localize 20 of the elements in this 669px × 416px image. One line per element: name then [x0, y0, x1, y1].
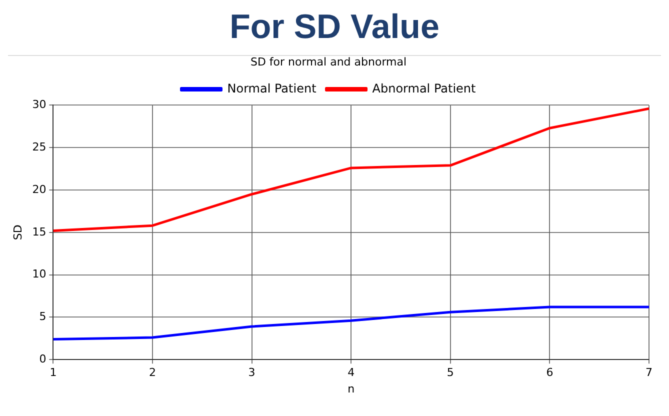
chart-subtitle: SD for normal and abnormal — [250, 55, 407, 68]
legend-label: Normal Patient — [227, 81, 317, 96]
y-tick-label: 10 — [32, 268, 46, 281]
x-axis-title: n — [348, 382, 355, 396]
x-tick-label: 6 — [546, 366, 554, 380]
y-axis-title: SD — [11, 224, 24, 240]
y-tick-label: 20 — [32, 182, 46, 196]
y-tick-label: 5 — [39, 310, 46, 324]
x-tick-label: 5 — [446, 366, 454, 380]
chart-title: For SD Value — [8, 8, 661, 56]
legend-label: Abnormal Patient — [372, 81, 476, 96]
x-tick-label: 7 — [646, 366, 652, 380]
x-tick-label: 3 — [248, 366, 256, 380]
y-tick-label: 15 — [32, 225, 46, 238]
y-tick-label: 30 — [32, 98, 46, 112]
y-tick-label: 25 — [32, 140, 46, 154]
x-tick-label: 4 — [348, 366, 355, 380]
x-tick-label: 1 — [50, 366, 57, 380]
y-tick-label: 0 — [39, 352, 46, 366]
x-tick-label: 2 — [149, 366, 156, 380]
